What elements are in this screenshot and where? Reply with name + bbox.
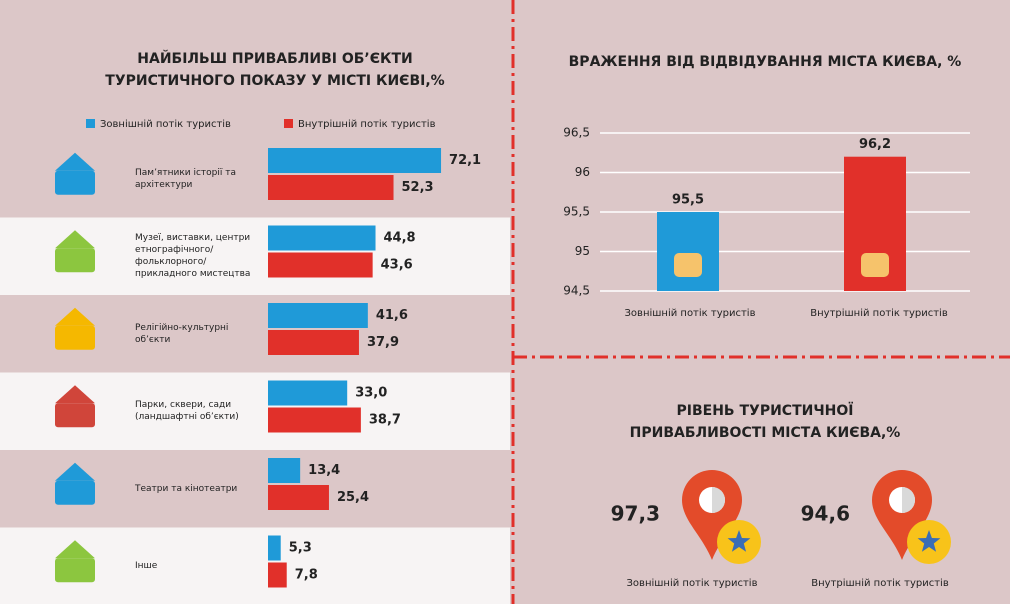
bar [268,485,329,510]
pin-hole-shade [902,487,915,513]
chart-title: НАЙБІЛЬШ ПРИВАБЛИВІ ОБ’ЄКТИ ТУРИСТИЧНОГО… [105,51,445,89]
y-tick-label: 96,5 [563,126,590,140]
chart-title: РІВЕНЬ ТУРИСТИЧНОЇ ПРИВАБЛИВОСТІ МІСТА К… [629,403,901,441]
y-tick-label: 94,5 [563,284,590,298]
value-label: 97,3 [611,502,660,526]
icon [55,307,95,326]
bar [268,225,376,251]
value-label: 94,6 [801,502,850,526]
value-label: 95,5 [672,193,704,208]
icon [55,462,95,481]
category-label: Інше [135,561,158,572]
star [917,530,941,552]
x-tick-label: Зовнішній потік туристів [625,307,756,319]
icon [55,385,95,404]
bar [268,562,287,588]
chart-title: ВРАЖЕННЯ ВІД ВІДВІДУВАННЯ МІСТА КИЄВА, % [569,54,962,70]
value-label: 33,0 [355,386,387,401]
bar [268,303,368,328]
icon [55,248,95,273]
legend-label: Зовнішній потік туристів [100,118,231,130]
value-label: 43,6 [381,258,413,273]
bar [268,330,359,355]
icon [55,558,95,583]
bar [268,380,348,406]
value-label: 52,3 [402,180,434,195]
category-label: Музеї, виставки, центри етнографічного/ … [135,233,251,280]
value-label: 13,4 [308,463,340,478]
pin-hole-shade [712,487,725,513]
icon [55,170,95,195]
y-tick-label: 95,5 [563,205,590,219]
bar [657,212,719,291]
category-label: Парки, сквери, сади (ландшафтні об’єкти) [135,400,239,423]
value-label: 72,1 [449,153,481,168]
value-label: 25,4 [337,490,369,505]
icon [55,480,95,505]
category-label: Зовнішній потік туристів [627,577,758,589]
bar [268,148,442,173]
value-label: 38,7 [369,413,401,428]
star [727,530,751,552]
bar [268,252,373,278]
value-label: 96,2 [859,137,891,152]
value-label: 44,8 [384,231,416,246]
value-label: 41,6 [376,308,408,323]
icon [55,152,95,171]
icon [55,325,95,350]
bar [268,175,394,200]
icon [55,230,95,249]
x-tick-label: Внутрішній потік туристів [810,307,948,319]
category-label: Релігійно-культурні об’єкти [135,322,229,345]
value-label: 5,3 [289,541,312,556]
thumb-icon [861,253,889,277]
y-tick-label: 95 [575,244,590,258]
pin [872,470,932,560]
legend-swatch [86,119,95,128]
value-label: 7,8 [295,568,318,583]
category-label: Пам’ятники історії та архітектури [135,167,236,190]
y-tick-label: 96 [575,165,590,179]
value-label: 37,9 [367,335,399,350]
icon [55,540,95,559]
category-label: Театри та кінотеатри [135,483,238,494]
pin [682,470,742,560]
legend-swatch [284,119,293,128]
bar [268,407,361,433]
category-label: Внутрішній потік туристів [811,577,949,589]
icon [55,403,95,428]
bar [268,458,301,483]
thumb-icon [674,253,702,277]
bar [268,535,281,561]
legend-label: Внутрішній потік туристів [298,118,436,130]
